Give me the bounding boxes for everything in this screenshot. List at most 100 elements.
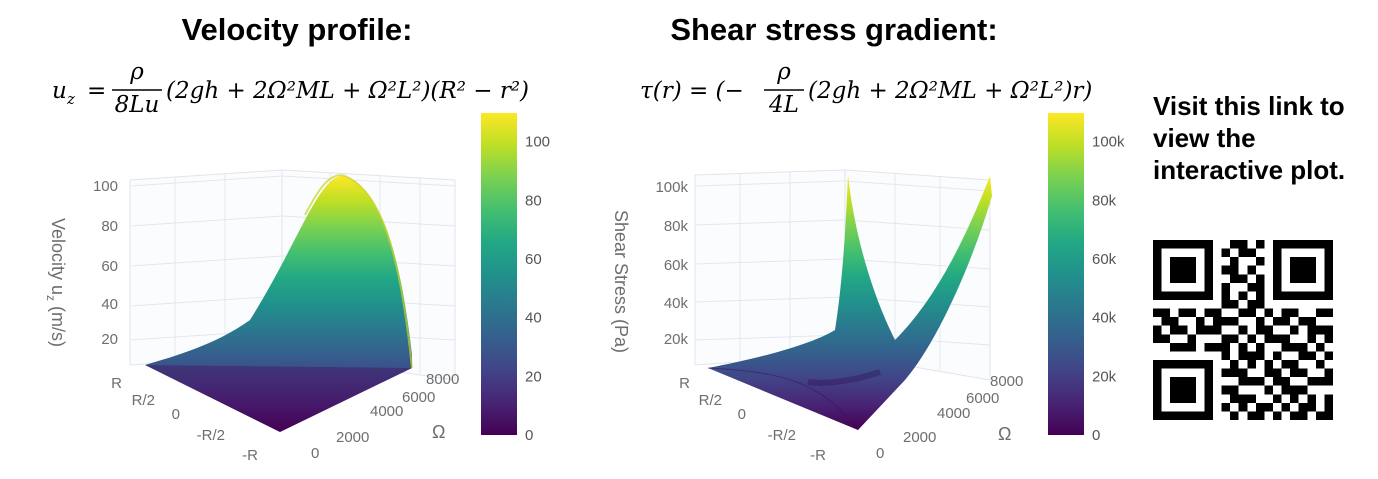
qr-module: [1204, 248, 1213, 258]
velocity-r-tick: -R: [242, 447, 258, 464]
qr-module: [1298, 411, 1308, 420]
qr-module: [1187, 274, 1196, 283]
qr-module: [1281, 291, 1291, 300]
qr-module: [1324, 368, 1333, 378]
qr-module: [1324, 291, 1333, 300]
shear-z-tick: 20k: [664, 331, 689, 348]
qr-module: [1290, 385, 1299, 395]
qr-module: [1290, 411, 1299, 420]
velocity-colorbar-ticks: 0 20 40 60 80 100: [525, 134, 550, 444]
colorbar-tick-label: 100k: [1092, 134, 1125, 151]
shear-panel: Shear stress gradient: τ(r) = (− ρ 4L (2…: [611, 12, 1125, 464]
qr-module: [1255, 351, 1265, 360]
qr-module: [1273, 411, 1282, 420]
qr-module: [1204, 394, 1213, 403]
qr-module: [1221, 248, 1231, 258]
velocity-eq-lhs: u: [52, 78, 67, 104]
qr-module: [1187, 265, 1196, 275]
qr-module: [1307, 265, 1316, 275]
qr-module: [1238, 248, 1248, 258]
qr-module: [1247, 248, 1256, 258]
qr-module: [1298, 291, 1308, 300]
qr-module: [1264, 368, 1273, 378]
qr-module: [1195, 325, 1205, 335]
qr-module: [1255, 257, 1265, 266]
qr-module: [1298, 257, 1308, 266]
velocity-surface-base: [145, 365, 412, 432]
qr-module: [1195, 360, 1205, 369]
qr-module: [1213, 342, 1222, 352]
qr-module: [1315, 291, 1325, 300]
qr-module: [1255, 317, 1265, 326]
qr-module: [1290, 265, 1299, 275]
qr-module: [1290, 257, 1299, 266]
qr-module: [1281, 377, 1291, 386]
qr-module: [1187, 240, 1196, 249]
velocity-omega-tick: 8000: [426, 371, 459, 388]
shear-r-tick: -R/2: [768, 427, 796, 444]
qr-module: [1315, 240, 1325, 249]
shear-r-tick: R: [679, 375, 690, 392]
shear-r-tick: R/2: [699, 392, 722, 409]
qr-module: [1230, 334, 1239, 343]
qr-module: [1187, 308, 1196, 318]
qr-module: [1178, 291, 1188, 300]
qr-module: [1195, 240, 1205, 249]
qr-module: [1230, 257, 1239, 266]
qr-module: [1153, 257, 1162, 266]
qr-module: [1255, 377, 1265, 386]
qr-module: [1161, 411, 1171, 420]
qr-module: [1238, 308, 1248, 318]
interactive-link-text[interactable]: Visit this link to view the interactive …: [1153, 91, 1346, 185]
qr-module: [1307, 291, 1316, 300]
qr-module: [1195, 317, 1205, 326]
qr-module: [1221, 265, 1231, 275]
qr-module: [1187, 334, 1196, 343]
qr-module: [1281, 342, 1291, 352]
qr-module: [1281, 317, 1291, 326]
qr-module: [1161, 317, 1171, 326]
qr-module: [1307, 334, 1316, 343]
velocity-surface-ridge: [304, 174, 413, 369]
qr-module: [1230, 240, 1239, 249]
qr-module: [1264, 325, 1273, 335]
qr-module: [1221, 300, 1231, 309]
velocity-z-axis: 100 80 60 40 20 Velocity uz (m/s): [44, 178, 118, 348]
qr-module: [1281, 240, 1291, 249]
qr-module: [1315, 377, 1325, 386]
qr-module: [1264, 334, 1273, 343]
qr-module: [1178, 342, 1188, 352]
shear-eq-body: (2gh + 2Ω²ML + Ω²L²)r): [808, 78, 1092, 104]
qr-module: [1247, 411, 1256, 420]
qr-module: [1255, 342, 1265, 352]
qr-module: [1161, 308, 1171, 318]
velocity-panel: Velocity profile: u z = ρ 8Lu (2gh + 2Ω²…: [44, 12, 550, 464]
qr-module: [1324, 411, 1333, 420]
qr-module: [1204, 385, 1213, 395]
shear-z-axis: 100k 80k 60k 40k 20k Shear Stress (Pa): [611, 179, 688, 353]
velocity-z-tick: 40: [101, 296, 118, 313]
qr-module: [1238, 342, 1248, 352]
shear-omega-tick: 8000: [990, 373, 1023, 390]
qr-module: [1178, 411, 1188, 420]
qr-module: [1273, 240, 1282, 249]
qr-module: [1298, 385, 1308, 395]
qr-module: [1153, 402, 1162, 412]
velocity-z-label-sub: z: [44, 295, 58, 301]
shear-surface-valley: [807, 369, 881, 386]
qr-module: [1281, 385, 1291, 395]
qr-module: [1264, 402, 1273, 412]
qr-module: [1204, 342, 1213, 352]
qr-code[interactable]: [1153, 240, 1333, 420]
velocity-eq-lhs-sub: z: [66, 90, 75, 108]
qr-module: [1187, 394, 1196, 403]
qr-module: [1170, 385, 1179, 395]
shear-z-tick: 40k: [664, 295, 689, 312]
colorbar-tick-label: 40k: [1092, 310, 1117, 327]
qr-module: [1187, 360, 1196, 369]
shear-omega-tick: 2000: [903, 429, 936, 446]
colorbar-tick-label: 80k: [1092, 192, 1117, 209]
shear-r-axis: R R/2 0 -R/2 -R: [679, 375, 826, 464]
qr-module: [1264, 308, 1273, 318]
qr-module: [1264, 360, 1273, 369]
